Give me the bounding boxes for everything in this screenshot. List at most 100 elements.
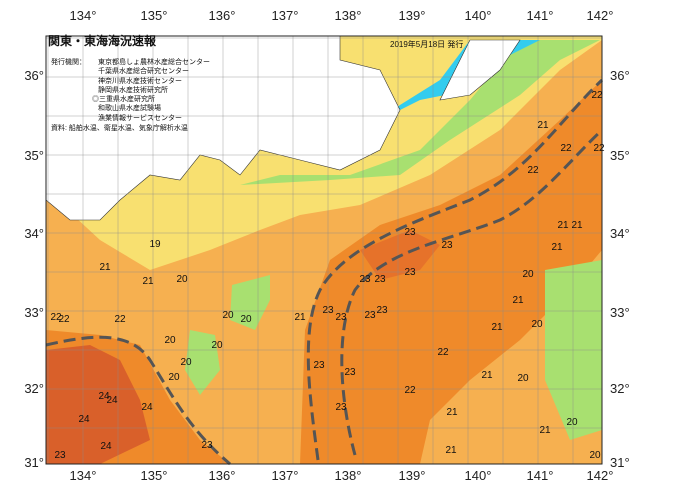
temperature-label: 19 bbox=[149, 239, 161, 250]
temperature-label: 22 bbox=[593, 143, 605, 154]
cold-eddy-2 bbox=[185, 330, 220, 395]
lon-tick-label: 142° bbox=[587, 468, 614, 483]
lon-tick-label: 136° bbox=[209, 468, 236, 483]
temperature-label: 22 bbox=[58, 314, 70, 325]
lon-tick-label: 135° bbox=[141, 8, 168, 23]
lon-tick-label: 142° bbox=[587, 8, 614, 23]
temperature-label: 20 bbox=[168, 372, 180, 383]
temperature-label: 20 bbox=[566, 417, 578, 428]
temperature-label: 22 bbox=[404, 385, 416, 396]
issuers-label: 発行機関： bbox=[51, 59, 86, 66]
temperature-label: 20 bbox=[176, 274, 188, 285]
temperature-label: 23 bbox=[201, 440, 213, 451]
temperature-label: 23 bbox=[364, 310, 376, 321]
issuer: 神奈川県水産技術センター bbox=[98, 77, 182, 85]
temperature-label: 23 bbox=[54, 450, 66, 461]
temperature-label: 24 bbox=[106, 395, 118, 406]
temperature-label: 23 bbox=[441, 240, 453, 251]
temperature-label: 22 bbox=[437, 347, 449, 358]
lon-tick-label: 136° bbox=[209, 8, 236, 23]
lon-tick-label: 140° bbox=[465, 8, 492, 23]
temperature-label: 21 bbox=[99, 262, 111, 273]
temperature-label: 20 bbox=[180, 357, 192, 368]
temperature-label: 24 bbox=[98, 391, 110, 402]
lon-tick-label: 139° bbox=[399, 468, 426, 483]
temperature-label: 23 bbox=[404, 267, 416, 278]
data-source: 資料: 船舶水温、衛星水温、気象庁解析水温 bbox=[51, 125, 188, 132]
lat-tick-label: 32° bbox=[610, 381, 630, 396]
temperature-label: 21 bbox=[557, 220, 569, 231]
issuer: 漁業情報サービスセンター bbox=[98, 114, 182, 122]
lon-tick-label: 140° bbox=[465, 468, 492, 483]
coastal-green bbox=[240, 40, 600, 185]
lat-tick-label: 35° bbox=[24, 148, 44, 163]
temperature-label: 23 bbox=[376, 305, 388, 316]
lon-tick-label: 138° bbox=[335, 468, 362, 483]
lat-tick-label: 36° bbox=[610, 68, 630, 83]
axis-ticks: 134° 134° 135° 135° 136° 136° 137° 137° 138° 138°… bbox=[24, 8, 629, 483]
lat-tick-label: 31° bbox=[610, 455, 630, 470]
kuroshio-axis-outer bbox=[306, 78, 604, 461]
temperature-label: 21 bbox=[512, 295, 524, 306]
map-frame bbox=[45, 35, 603, 465]
temperature-label: 23 bbox=[359, 274, 371, 285]
temperature-label: 23 bbox=[335, 312, 347, 323]
temperature-label: 20 bbox=[164, 335, 176, 346]
issuer: ◎三重県水産研究所 bbox=[92, 96, 155, 104]
temperature-label: 21 bbox=[539, 425, 551, 436]
temperature-label: 23 bbox=[374, 274, 386, 285]
temperature-label: 22 bbox=[50, 312, 62, 323]
lat-tick-label: 33° bbox=[610, 305, 630, 320]
kuroshio-axis-inner bbox=[340, 128, 604, 456]
temperature-label: 22 bbox=[591, 90, 603, 101]
issuer: 東京都島しょ農林水産総合センター bbox=[98, 59, 210, 66]
issuer: 千葉県水産総合研究センター bbox=[98, 68, 189, 76]
lon-tick-label: 141° bbox=[527, 468, 554, 483]
graticule bbox=[46, 36, 602, 464]
cold-eddy-1 bbox=[230, 275, 270, 330]
lat-tick-label: 34° bbox=[24, 226, 44, 241]
lon-tick-label: 139° bbox=[399, 8, 426, 23]
temperature-label: 23 bbox=[335, 402, 347, 413]
lon-tick-label: 135° bbox=[141, 468, 168, 483]
temperature-label: 22 bbox=[114, 314, 126, 325]
kuroshio-axis-west bbox=[45, 335, 231, 466]
temperature-label: 22 bbox=[527, 165, 539, 176]
lon-tick-label: 141° bbox=[527, 8, 554, 23]
land-legend-area bbox=[46, 36, 300, 140]
temperature-label: 20 bbox=[589, 450, 601, 461]
lat-tick-label: 31° bbox=[24, 455, 44, 470]
temperature-label: 21 bbox=[142, 276, 154, 287]
temperature-label: 21 bbox=[537, 120, 549, 131]
temperature-label: 23 bbox=[344, 367, 356, 378]
issue-date: 2019年5月18日 発行 bbox=[390, 40, 464, 49]
lon-tick-label: 138° bbox=[335, 8, 362, 23]
temperature-label: 20 bbox=[222, 310, 234, 321]
temperature-label: 24 bbox=[100, 441, 112, 452]
temperature-label: 24 bbox=[78, 414, 90, 425]
temperature-label: 21 bbox=[294, 312, 306, 323]
temperature-label: 21 bbox=[571, 220, 583, 231]
lat-tick-label: 35° bbox=[610, 148, 630, 163]
temperature-label: 21 bbox=[446, 407, 458, 418]
temperature-label: 21 bbox=[491, 322, 503, 333]
temperature-label: 23 bbox=[313, 360, 325, 371]
southwest-hot-zone bbox=[46, 345, 150, 464]
lon-tick-label: 137° bbox=[272, 468, 299, 483]
temperature-label: 20 bbox=[522, 269, 534, 280]
temperature-label: 21 bbox=[551, 242, 563, 253]
land-boso bbox=[439, 39, 521, 101]
issuers-list: 東京都島しょ農林水産総合センター 千葉県水産総合研究センター 神奈川県水産技術セ… bbox=[92, 58, 210, 123]
temperature-label: 20 bbox=[531, 319, 543, 330]
temperature-label: 20 bbox=[211, 340, 223, 351]
lat-tick-label: 36° bbox=[24, 68, 44, 83]
temperature-label: 20 bbox=[517, 373, 529, 384]
lat-tick-label: 34° bbox=[610, 226, 630, 241]
temperature-label: 20 bbox=[240, 314, 252, 325]
lat-tick-label: 32° bbox=[24, 381, 44, 396]
map-title: 関東・東海海況速報 bbox=[48, 34, 157, 48]
lon-tick-label: 137° bbox=[272, 8, 299, 23]
